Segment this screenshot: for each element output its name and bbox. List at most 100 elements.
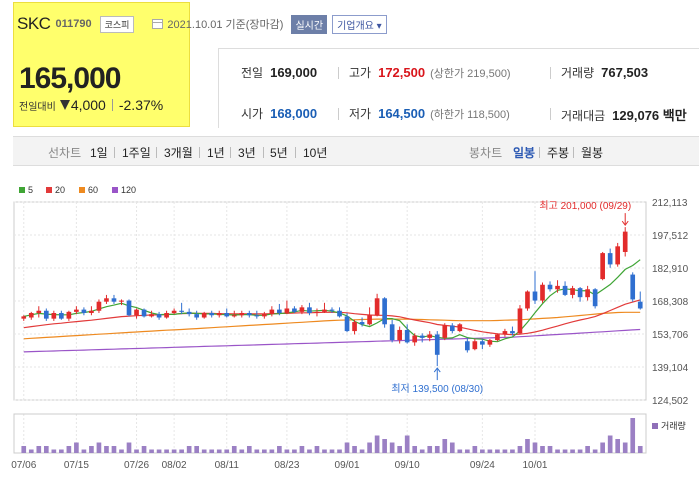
x-tick-label: 07/06 [11, 460, 36, 471]
legend-label: 5 [28, 185, 33, 195]
tab-daily[interactable]: 일봉 [513, 146, 536, 160]
volume-bar [367, 442, 372, 453]
volume-bar [457, 449, 463, 453]
tab-separator [539, 147, 540, 158]
x-tick-label: 09/10 [395, 460, 420, 471]
volume-bar [592, 449, 598, 453]
candle-body [156, 314, 162, 318]
candle-body [186, 311, 192, 315]
volume-bar [337, 449, 342, 453]
volume-bar [547, 446, 553, 453]
divider [550, 108, 551, 120]
volume-bar [449, 442, 455, 453]
volume-bar [495, 449, 500, 453]
candle-body [427, 334, 433, 338]
volume-bar [532, 442, 538, 453]
y-tick-label: 197,512 [652, 231, 689, 242]
candle-body [449, 325, 455, 332]
candle-chart-label: 봉차트 [469, 146, 503, 160]
candle-body [404, 329, 410, 343]
volume-bar [201, 449, 207, 453]
volume-bar [28, 449, 34, 453]
volume-bar [344, 442, 350, 453]
tab-10y[interactable]: 10년 [303, 146, 328, 160]
tab-3m[interactable]: 3개월 [164, 146, 193, 160]
candle-body [525, 291, 530, 309]
stock-name: SKC [17, 14, 51, 33]
volume-bar [622, 442, 628, 453]
candle-body [66, 311, 72, 319]
high-arrow-icon [621, 220, 629, 226]
stat-label: 전일 [241, 66, 264, 80]
stat-value: 172,500 [378, 65, 426, 80]
candle-body [246, 312, 252, 316]
legend-label: 20 [55, 185, 65, 195]
volume-bar [74, 442, 79, 453]
stat-value: 129,076 백만 [612, 108, 687, 123]
tab-separator [114, 147, 115, 158]
stock-chart[interactable]: 5 20 60 120 212,113 197,512 182,910 168,308 153,… [0, 166, 699, 482]
stat-value: 164,500 [378, 106, 426, 121]
stat-value: 168,000 [270, 106, 318, 121]
volume-bar [412, 446, 418, 453]
tab-separator [199, 147, 200, 158]
stats-table: 전일 169,000 고가 172,500 (상한가 219,500) 거래량 … [218, 48, 699, 128]
low-arrow-icon [433, 367, 441, 373]
volume-bar [89, 446, 94, 453]
tab-separator [263, 147, 264, 158]
volume-bar [21, 446, 27, 453]
candle-body [607, 253, 613, 265]
volume-bar [607, 435, 613, 453]
volume-bar [404, 435, 410, 453]
candle-body [532, 291, 538, 301]
candle-body [585, 289, 590, 298]
volume-bar [262, 449, 267, 453]
stat-sub: (상한가 219,500) [430, 68, 511, 80]
candle-body [592, 289, 598, 307]
volume-bar [442, 439, 448, 453]
stat-label: 저가 [349, 107, 372, 121]
candle-body [637, 301, 643, 309]
tab-1y[interactable]: 1년 [207, 146, 225, 160]
candle-body [277, 309, 282, 313]
candle-body [367, 315, 372, 325]
volume-bar [510, 449, 515, 453]
volume-bar [359, 449, 365, 453]
tab-1d[interactable]: 1일 [90, 146, 108, 160]
volume-bar [216, 449, 222, 453]
tab-1w[interactable]: 1주일 [122, 146, 151, 160]
down-triangle-icon [59, 100, 70, 110]
candle-body [262, 314, 267, 317]
tab-3y[interactable]: 3년 [238, 146, 256, 160]
volume-bar [352, 446, 357, 453]
candle-body [555, 285, 560, 290]
candle-body [216, 312, 222, 316]
volume-bar [487, 449, 493, 453]
market-badge: 코스피 [99, 15, 135, 33]
candle-body [622, 231, 628, 252]
volume-bar [307, 449, 312, 453]
legend-label: 60 [88, 185, 98, 195]
volume-bar [322, 449, 327, 453]
tab-monthly[interactable]: 월봉 [581, 146, 604, 160]
candle-body [344, 316, 350, 332]
candle-body [577, 288, 583, 298]
tab-weekly[interactable]: 주봉 [547, 146, 570, 160]
change-separator [111, 99, 113, 111]
tab-5y[interactable]: 5년 [270, 146, 288, 160]
volume-bar [585, 446, 590, 453]
candle-body [96, 301, 102, 311]
candle-body [209, 312, 215, 316]
company-overview-button[interactable]: 기업개요 ▾ [332, 14, 387, 34]
candle-body [36, 310, 42, 313]
chart-svg[interactable]: 5 20 60 120 212,113 197,512 182,910 168,308 153,… [0, 166, 699, 482]
candle-body [81, 309, 87, 313]
candle-body [292, 308, 297, 312]
candle-body [299, 307, 305, 312]
volume-bar [141, 446, 147, 453]
stat-low: 저가 164,500 (하한가 118,500) [349, 105, 510, 122]
volume-bar [562, 449, 568, 453]
candle-body [495, 334, 500, 341]
realtime-button[interactable]: 실시간 [291, 14, 328, 34]
stat-label: 시가 [241, 107, 264, 121]
